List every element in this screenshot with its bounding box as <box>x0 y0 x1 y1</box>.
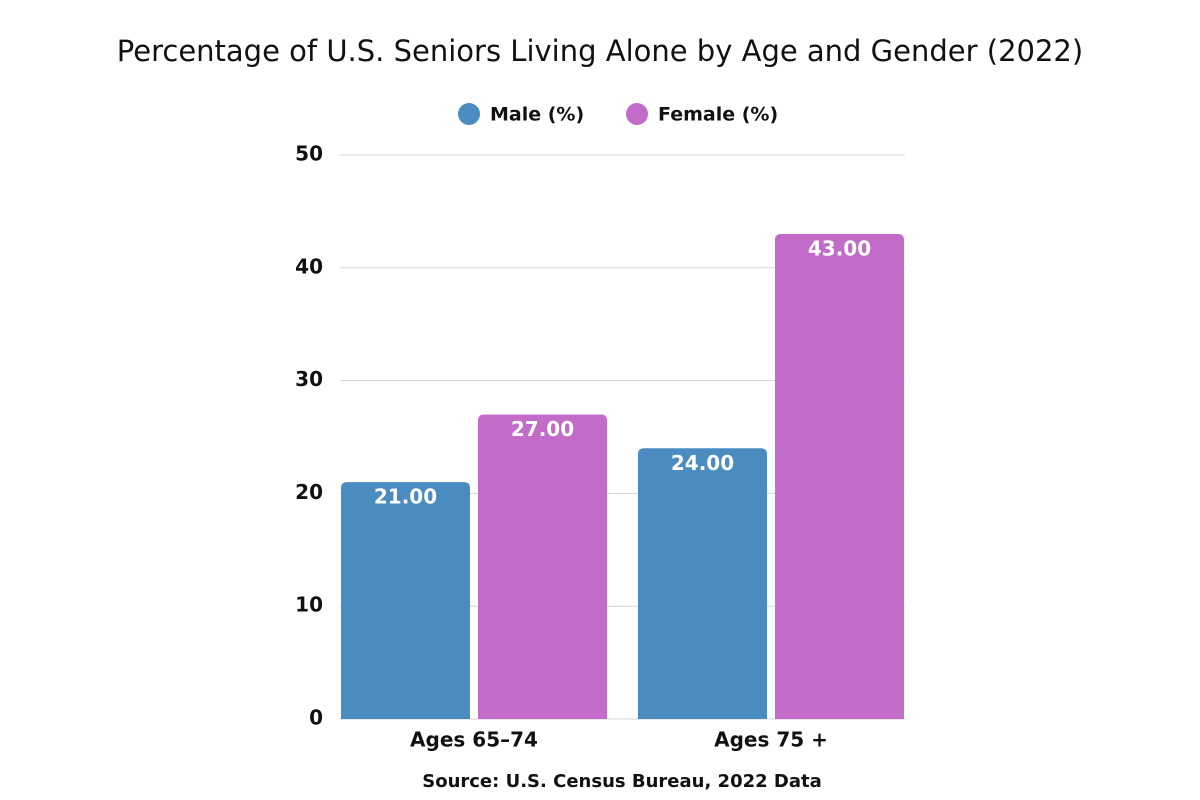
value-label: 21.00 <box>374 485 437 509</box>
legend-swatch <box>458 103 480 125</box>
y-tick-label: 20 <box>295 480 323 504</box>
y-tick-label: 30 <box>295 367 323 391</box>
value-label: 24.00 <box>671 451 734 475</box>
source-note: Source: U.S. Census Bureau, 2022 Data <box>422 771 822 792</box>
value-label: 43.00 <box>808 236 871 260</box>
y-tick-label: 50 <box>295 142 323 166</box>
y-tick-label: 40 <box>295 254 323 278</box>
bar <box>638 448 767 719</box>
y-tick-label: 10 <box>295 593 323 617</box>
legend-label: Female (%) <box>658 104 778 126</box>
bar <box>775 233 904 719</box>
bar <box>478 414 607 719</box>
bar <box>341 482 470 719</box>
y-tick-label: 0 <box>309 706 323 730</box>
x-tick-label: Ages 65–74 <box>410 728 538 752</box>
x-tick-label: Ages 75 + <box>714 728 828 752</box>
legend-label: Male (%) <box>490 104 584 126</box>
legend-swatch <box>626 103 648 125</box>
chart-title: Percentage of U.S. Seniors Living Alone … <box>117 34 1083 68</box>
value-label: 27.00 <box>511 417 574 441</box>
